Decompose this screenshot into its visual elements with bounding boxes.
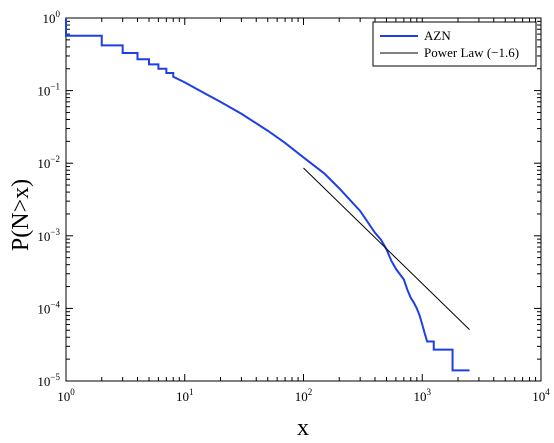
x-tick-label: 104: [532, 387, 550, 404]
y-tick-labels: 100 10−1 10−2 10−3 10−4 10−5: [37, 9, 60, 389]
x-tick-label: 103: [414, 387, 432, 404]
x-tick-label: 100: [57, 387, 75, 404]
y-tick-label: 100: [43, 9, 61, 26]
legend-box: [372, 21, 537, 67]
legend: AZN Power Law (−1.6): [372, 21, 537, 67]
ticks: [65, 17, 542, 382]
x-tick-label: 101: [176, 387, 194, 404]
legend-azn-label: AZN: [424, 28, 451, 43]
legend-powerlaw-label: Power Law (−1.6): [424, 45, 519, 60]
series-layer: [65, 18, 470, 372]
y-tick-label: 10−1: [37, 82, 60, 99]
azn-series-line: [65, 18, 470, 372]
y-tick-label: 10−4: [37, 299, 60, 316]
y-tick-label: 10−5: [37, 372, 60, 389]
x-tick-label: 102: [295, 387, 313, 404]
y-tick-label: 10−2: [37, 154, 60, 171]
power-law-series-line: [303, 167, 470, 330]
y-axis-label: P(N>x): [8, 179, 34, 251]
y-tick-label: 10−3: [37, 227, 60, 244]
x-tick-labels: 100 101 102 103 104: [57, 387, 550, 404]
x-axis-label: x: [297, 415, 309, 441]
plot-frame: [65, 17, 542, 382]
